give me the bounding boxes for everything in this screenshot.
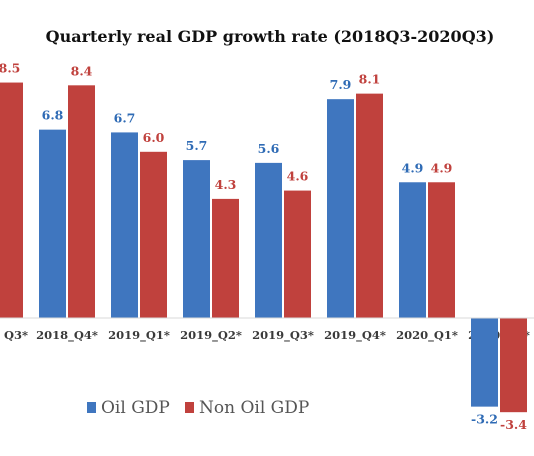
data-label-oil-gdp-2019-q4: 7.9 [330, 77, 352, 92]
bar-non-oil-gdp-2018-q4 [68, 85, 95, 318]
bar-non-oil-gdp-2019-q3 [284, 190, 311, 318]
legend-swatch-non-oil-gdp [185, 402, 194, 413]
x-tick-label-2019-q4: 2019_Q4* [324, 328, 386, 343]
data-label-non-oil-gdp-2019-q1: 6.0 [143, 130, 165, 145]
x-tick-label-2020-q1: 2020_Q1* [396, 328, 458, 343]
x-tick-label-2018-q4: 2018_Q4* [36, 328, 98, 343]
data-label-non-oil-gdp-2020-q1: 4.9 [431, 160, 453, 175]
x-tick-label-2019-q2: 2019_Q2* [180, 328, 242, 343]
bar-oil-gdp-2020-q2 [471, 318, 498, 407]
data-label-non-oil-gdp-2019-q3: 4.6 [287, 169, 309, 184]
bar-oil-gdp-2019-q2 [183, 160, 210, 318]
legend-label-oil-gdp: Oil GDP [101, 398, 170, 418]
data-label-oil-gdp-2020-q2: -3.2 [471, 412, 498, 427]
bar-non-oil-gdp-2019-q2 [212, 198, 239, 318]
legend: Oil GDP Non Oil GDP [87, 398, 309, 418]
data-label-oil-gdp-2018-q4: 6.8 [42, 108, 64, 123]
x-tick-label-2019-q1: 2019_Q1* [108, 328, 170, 343]
bar-oil-gdp-2019-q3 [255, 162, 282, 318]
bar-oil-gdp-2019-q4 [327, 99, 354, 318]
data-label-oil-gdp-2020-q1: 4.9 [402, 160, 424, 175]
bar-non-oil-gdp-2020-q1 [428, 182, 455, 318]
bar-non-oil-gdp-2019-q1 [140, 151, 167, 318]
chart-title: Quarterly real GDP growth rate (2018Q3-2… [46, 27, 495, 46]
data-label-non-oil-gdp-2019-q4: 8.1 [359, 72, 381, 87]
tick-labels-layer: Q3* 2018_Q4* 2019_Q1* 2019_Q2* 2019_Q3* 2019_… [4, 328, 530, 343]
bar-oil-gdp-2020-q1 [399, 182, 426, 318]
data-label-non-oil-gdp-2018-q4: 8.4 [71, 63, 93, 78]
data-label-non-oil-gdp-2019-q2: 4.3 [215, 177, 237, 192]
data-label-oil-gdp-2019-q2: 5.7 [186, 138, 208, 153]
bar-non-oil-gdp-2019-q4 [356, 93, 383, 318]
data-label-oil-gdp-2019-q1: 6.7 [114, 110, 136, 125]
legend-swatch-oil-gdp [87, 402, 96, 413]
bar-oil-gdp-2018-q4 [39, 129, 66, 318]
bar-non-oil-gdp-2018-q3 [0, 82, 23, 318]
bar-oil-gdp-2019-q1 [111, 132, 138, 318]
bars-layer [0, 82, 527, 413]
bar-non-oil-gdp-2020-q2 [500, 318, 527, 413]
legend-label-non-oil-gdp: Non Oil GDP [199, 398, 309, 418]
data-label-oil-gdp-2019-q3: 5.6 [258, 141, 280, 156]
x-tick-label-2018-q3: Q3* [4, 328, 28, 342]
data-labels-layer: 8.5 6.8 8.4 6.7 6.0 5.7 4.3 5.6 4.6 7.9 8.1 4.9 4.9 -… [0, 61, 527, 433]
data-label-non-oil-gdp-2020-q2: -3.4 [500, 417, 527, 432]
data-label-non-oil-gdp-2018-q3: 8.5 [0, 61, 20, 76]
x-tick-label-2019-q3: 2019_Q3* [252, 328, 314, 343]
